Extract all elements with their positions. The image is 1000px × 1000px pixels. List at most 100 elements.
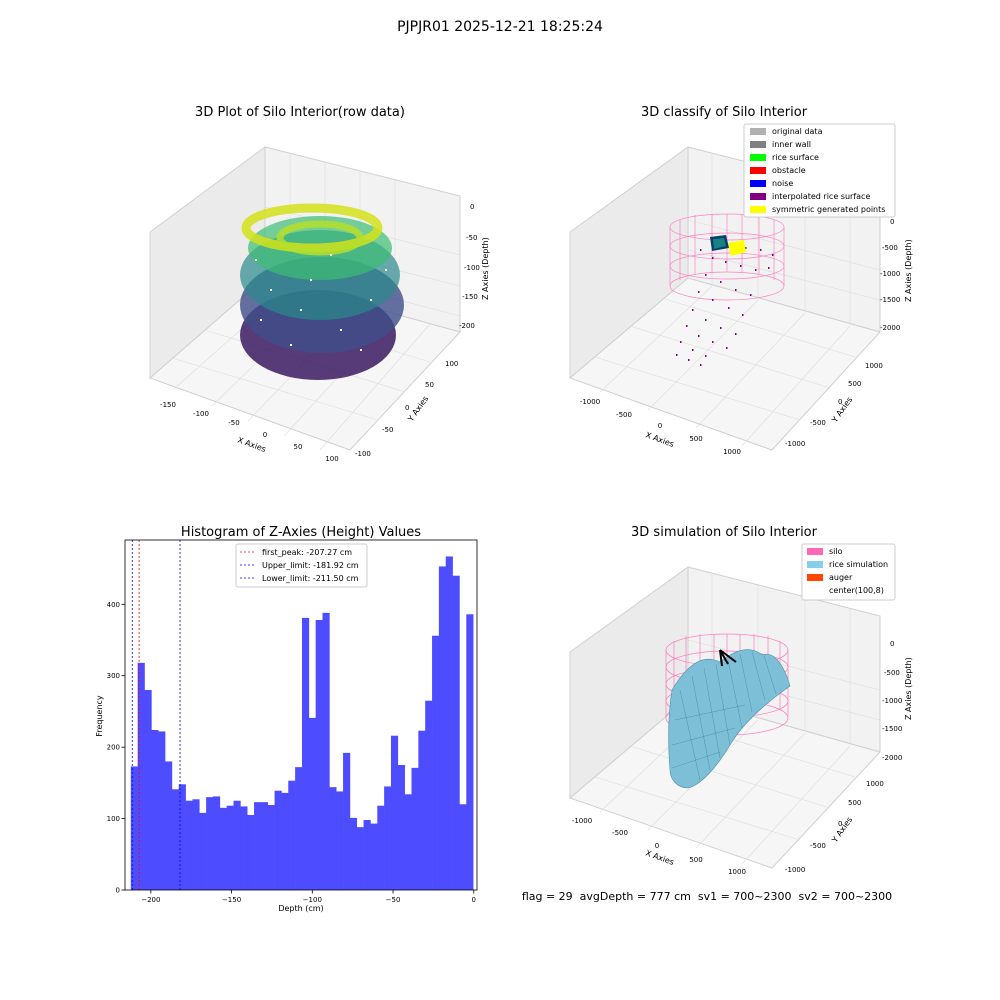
legend-label-rice-surface: rice surface <box>772 153 819 162</box>
panel2-interpolated-dots <box>676 244 774 366</box>
legend-swatch-noise <box>750 180 766 187</box>
hist-legend-first-peak: first_peak: -207.27 cm <box>262 548 352 557</box>
panel1-xtick: 50 <box>294 443 303 451</box>
panel2-rice-overlay <box>713 238 726 249</box>
hist-bar <box>178 784 186 890</box>
hist-bar <box>254 802 262 890</box>
legend-label-silo: silo <box>829 547 843 556</box>
legend-swatch-obstacle <box>750 167 766 174</box>
hist-bar <box>212 796 221 890</box>
panel2-ztick: 0 <box>890 218 894 226</box>
legend-swatch-symmetric <box>750 206 766 213</box>
hist-bar <box>274 790 282 890</box>
legend-label-auger: auger <box>829 573 853 582</box>
panel-simulation: 3D simulation of Silo Interior <box>569 525 913 876</box>
hist-bar <box>438 566 447 890</box>
legend-swatch-original <box>750 128 766 135</box>
panel2-xtick: 0 <box>658 422 662 430</box>
hist-bar <box>445 556 453 890</box>
legend-swatch-auger <box>807 574 823 581</box>
hist-bar <box>301 617 310 890</box>
panel2-interpolated-points <box>676 244 774 366</box>
hist-bar <box>411 767 419 890</box>
hist-legend-lower-limit: Lower_limit: -211.50 cm <box>262 574 359 583</box>
hist-bar <box>192 799 200 890</box>
panel2-xtick: 500 <box>689 435 702 443</box>
panel4-ytick: 500 <box>848 799 861 807</box>
hist-legend-box <box>235 543 368 588</box>
hist-bar <box>281 792 289 890</box>
panel1-ytick: 50 <box>425 381 434 389</box>
legend-swatch-silo <box>807 548 823 555</box>
hist-bar <box>158 731 166 890</box>
panel1-ztick: 0 <box>470 203 474 211</box>
panel1-x-ticks: -150 -100 -50 0 50 100 <box>160 401 339 463</box>
panel4-z-ticks: 0 -500 -1000 -1500 -2000 <box>882 640 902 762</box>
hist-bar <box>315 620 323 890</box>
legend-label-inner-wall: inner wall <box>772 140 811 149</box>
panel4-y-ticks: -1000 -500 0 500 1000 <box>785 780 884 874</box>
hist-bar <box>349 817 358 890</box>
legend-swatch-rice-simulation <box>807 561 823 568</box>
hist-bar <box>384 786 392 890</box>
hist-bar <box>185 800 193 890</box>
panel2-ytick: -1000 <box>785 440 805 448</box>
hist-bar <box>397 765 405 890</box>
hist-xtick-label: −100 <box>303 896 322 904</box>
hist-bar <box>247 815 255 890</box>
panel1-xtick: 100 <box>325 455 338 463</box>
panel4-auger <box>719 649 737 667</box>
hist-bar <box>343 752 351 890</box>
figure-suptitle: PJPJR01 2025-12-21 18:25:24 <box>397 19 603 35</box>
panel1-y-ticks: -100 -50 0 50 100 <box>355 360 458 458</box>
panel4-ytick: -500 <box>810 842 826 850</box>
hist-bar <box>363 820 371 890</box>
panel2-ytick: 0 <box>838 398 842 406</box>
panel1-xtick: -50 <box>228 419 239 427</box>
hist-bar <box>425 700 433 890</box>
hist-bar <box>329 787 337 890</box>
panel1-cloud-dots <box>255 254 387 351</box>
panel-histogram: Histogram of Z-Axies (Height) Values −20… <box>95 525 478 913</box>
hist-frame <box>124 539 478 891</box>
hist-bar <box>390 735 399 890</box>
panel4-ytick: 1000 <box>866 780 884 788</box>
panel2-zlabel: Z Axies (Depth) <box>904 239 913 302</box>
panel2-z-ticks: 0 -500 -1000 -1500 -2000 <box>880 218 900 332</box>
panel4-ytick: -1000 <box>785 866 805 874</box>
panel4-legend: silo rice simulation auger center(100,8) <box>801 543 896 601</box>
hist-legend-upper-limit: Upper_limit: -181.92 cm <box>262 561 359 570</box>
legend-label-center: center(100,8) <box>829 586 884 595</box>
hist-title: Histogram of Z-Axies (Height) Values <box>181 525 421 540</box>
panel4-xtick: -500 <box>612 829 628 837</box>
panel4-xtick: 500 <box>689 856 702 864</box>
hist-legend: first_peak: -207.27 cm Upper_limit: -181… <box>235 543 368 588</box>
hist-bar <box>432 635 440 890</box>
hist-bar <box>295 767 303 890</box>
panel4-axes-box <box>569 566 881 869</box>
legend-swatch-inner-wall <box>750 141 766 148</box>
panel4-auger-shaft <box>719 649 737 667</box>
panel2-legend-box <box>743 123 896 218</box>
hist-ytick-label: 400 <box>107 601 120 609</box>
panel1-cloud-ring-outer <box>241 203 383 253</box>
hist-bar <box>219 807 227 890</box>
hist-ytick-label: 100 <box>107 815 120 823</box>
panel2-xlabel: X Axies <box>644 430 675 449</box>
panel1-ytick: -100 <box>355 450 371 458</box>
panel4-x-ticks: -1000 -500 0 500 1000 <box>572 817 746 876</box>
panel2-y-ticks: -1000 -500 0 500 1000 <box>785 362 883 448</box>
hist-bar <box>233 800 241 890</box>
panel4-ztick: -2000 <box>882 754 902 762</box>
panel4-ytick: 0 <box>838 820 842 828</box>
hist-ytick-label: 200 <box>107 744 120 752</box>
legend-label-original: original data <box>772 127 823 136</box>
panel1-ytick: -50 <box>382 426 393 434</box>
hist-ytick-label: 300 <box>107 672 120 680</box>
hist-bar <box>165 761 173 890</box>
panel4-legend-box <box>801 543 896 601</box>
panel4-zlabel: Z Axies (Depth) <box>904 657 913 720</box>
panel4-xtick: 0 <box>655 842 659 850</box>
hist-bar <box>240 806 248 890</box>
panel1-xtick: 0 <box>263 431 267 439</box>
